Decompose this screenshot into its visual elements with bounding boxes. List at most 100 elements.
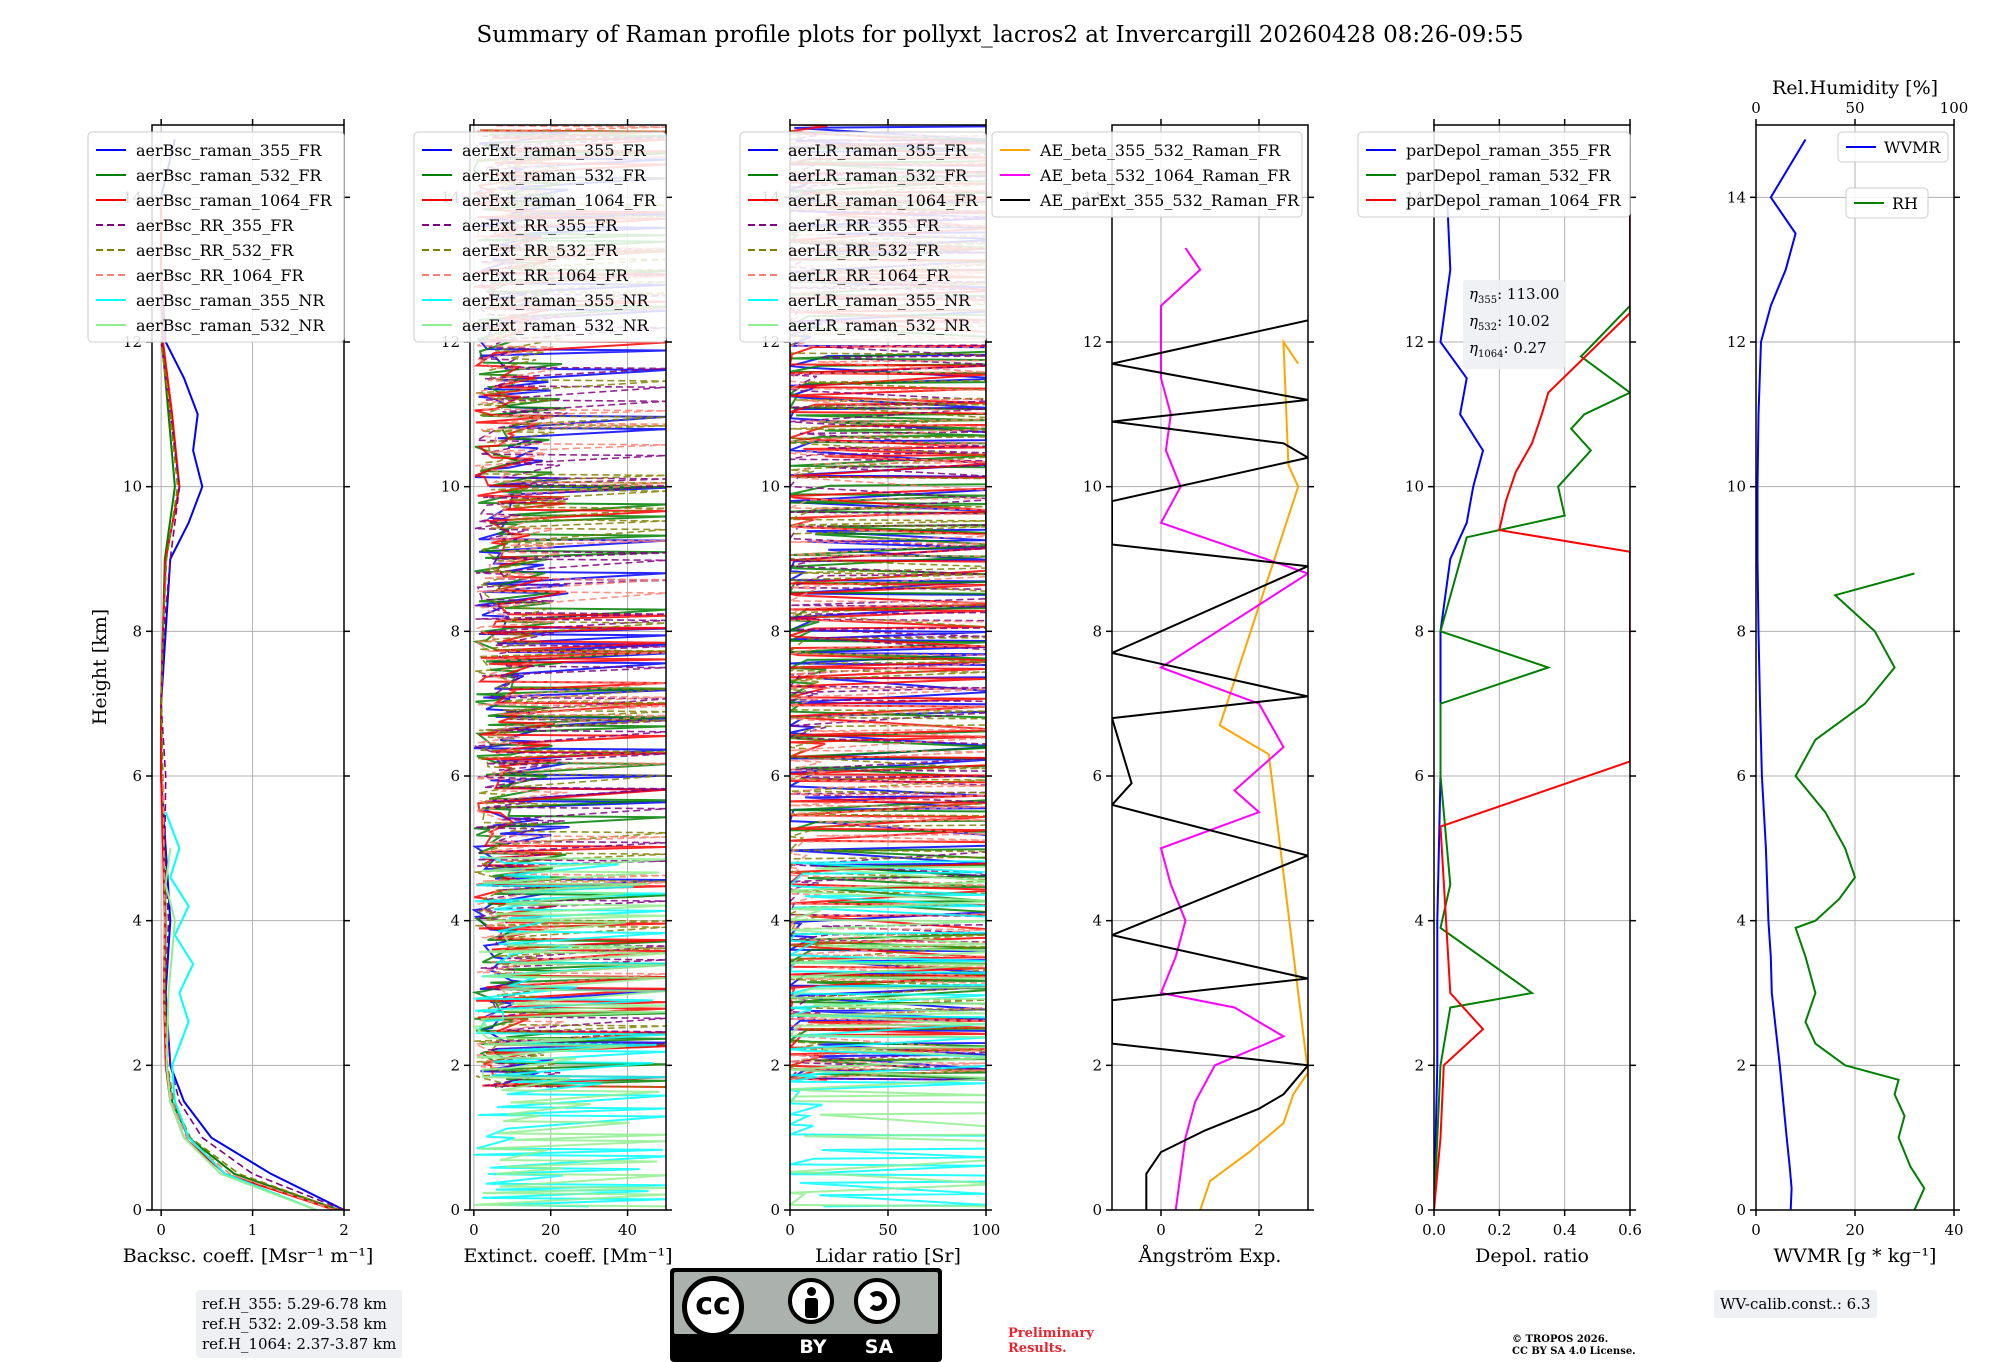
axes-frame: [151, 124, 345, 1211]
x-tick-label: 0.2: [1487, 1221, 1511, 1239]
legend-label-aerLR_raman_532_FR: aerLR_raman_532_FR: [788, 166, 968, 185]
y-tick-label: 6: [132, 767, 142, 785]
y-tick-label: 4: [1092, 912, 1102, 930]
x-tick-label: 100: [972, 1221, 1001, 1239]
y-tick-label: 8: [1736, 622, 1746, 640]
axes-frame: [789, 124, 987, 1211]
y-tick-label: 8: [1092, 622, 1102, 640]
eta-532-value: 10.02: [1506, 312, 1550, 330]
series-line-parDepol_raman_1064_FR: [1434, 146, 1630, 1210]
y-tick-label: 4: [1736, 912, 1746, 930]
x-axis-label: WVMR [g * kg⁻¹]: [1774, 1245, 1937, 1267]
y-tick-label: 12: [1405, 333, 1424, 351]
series-line-aerBsc_RR_355_FR: [160, 341, 344, 1210]
ref-height-532: ref.H_532: 2.09-3.58 km: [202, 1315, 387, 1333]
legend-layer: aerBsc_raman_355_FRaerBsc_raman_532_FRae…: [87, 131, 1949, 343]
cc-logo-text: cc: [695, 1287, 731, 1322]
legend-label-aerExt_RR_1064_FR: aerExt_RR_1064_FR: [462, 266, 629, 285]
y-tick-label: 12: [1083, 333, 1102, 351]
y-tick-label: 6: [1736, 767, 1746, 785]
y-tick-label: 0: [132, 1201, 142, 1219]
legend-label-aerBsc_raman_355_FR: aerBsc_raman_355_FR: [136, 141, 322, 160]
y-tick-label: 2: [770, 1056, 780, 1074]
figure-title: Summary of Raman profile plots for polly…: [476, 22, 1524, 48]
top-axis-label: Rel.Humidity [%]: [1772, 77, 1938, 99]
legend-box: [991, 131, 1303, 218]
frame-layer: 02468101214012Backsc. coeff. [Msr⁻¹ m⁻¹]…: [89, 77, 1968, 1267]
y-tick-label: 8: [1414, 622, 1424, 640]
y-tick-label: 6: [1414, 767, 1424, 785]
legend-label-aerExt_raman_1064_FR: aerExt_raman_1064_FR: [462, 191, 657, 210]
legend-label-aerBsc_RR_355_FR: aerBsc_RR_355_FR: [136, 216, 294, 235]
x-tick-label: 40: [1944, 1221, 1963, 1239]
legend-label-aerBsc_raman_532_FR: aerBsc_raman_532_FR: [136, 166, 322, 185]
y-tick-label: 6: [770, 767, 780, 785]
legend-label-aerBsc_raman_532_NR: aerBsc_raman_532_NR: [136, 316, 325, 335]
legend-box: [1837, 131, 1949, 163]
eta-532: η532: 10.02: [1469, 312, 1550, 333]
copyright-note: © TROPOS 2026. CC BY SA 4.0 License.: [1512, 1334, 1636, 1358]
legend-label-aerExt_raman_355_FR: aerExt_raman_355_FR: [462, 141, 647, 160]
series-line-parDepol_raman_532_FR: [1434, 305, 1630, 1210]
axes-frame: [469, 124, 667, 1211]
x-axis-label: Lidar ratio [Sr]: [815, 1245, 961, 1267]
y-tick-label: 10: [1727, 478, 1746, 496]
x-tick-label: 2: [339, 1221, 349, 1239]
x-tick-label: 0.4: [1553, 1221, 1577, 1239]
cc-license-badge: cc BY SA: [670, 1268, 942, 1362]
reference-height-box: ref.H_355: 5.29-6.78 km ref.H_532: 2.09-…: [196, 1290, 403, 1358]
legend-label-aerExt_RR_532_FR: aerExt_RR_532_FR: [462, 241, 619, 260]
legend-label-aerBsc_RR_1064_FR: aerBsc_RR_1064_FR: [136, 266, 305, 285]
y-tick-label: 6: [1092, 767, 1102, 785]
legend-label-parDepol_raman_355_FR: parDepol_raman_355_FR: [1406, 141, 1612, 160]
legend-box: [1357, 131, 1631, 218]
eta-355-value: 113.00: [1506, 285, 1560, 303]
axes-frame: [1433, 124, 1631, 1211]
y-tick-label: 0: [1736, 1201, 1746, 1219]
y-axis-label: Height [km]: [89, 609, 111, 725]
series-line-AE_parExt_355_532_Raman_FR: [1112, 319, 1308, 1210]
y-tick-label: 0: [1092, 1201, 1102, 1219]
y-tick-label: 10: [123, 478, 142, 496]
series-line-aerBsc_raman_355_NR: [164, 811, 317, 1210]
x-axis-label: Depol. ratio: [1475, 1245, 1589, 1267]
legend-box: [87, 131, 345, 343]
x-tick-label: 0: [1156, 1221, 1166, 1239]
y-tick-label: 4: [132, 912, 142, 930]
legend-label-aerLR_raman_1064_FR: aerLR_raman_1064_FR: [788, 191, 978, 210]
series-line-aerBsc_raman_355_FR: [160, 139, 344, 1210]
preliminary-note: Preliminary Results.: [1008, 1326, 1094, 1356]
legend-label-aerBsc_RR_532_FR: aerBsc_RR_532_FR: [136, 241, 294, 260]
y-tick-label: 2: [1414, 1056, 1424, 1074]
y-tick-label: 8: [132, 622, 142, 640]
attribution-person-icon: [788, 1278, 834, 1324]
series-line-aerBsc_raman_1064_FR: [160, 197, 336, 1210]
legend-label-parDepol_raman_1064_FR: parDepol_raman_1064_FR: [1406, 191, 1622, 210]
x-tick-label: 0: [785, 1221, 795, 1239]
series-line-aerBsc_raman_532_NR: [164, 848, 317, 1210]
preliminary-line-2: Results.: [1008, 1341, 1067, 1356]
series-line-aerBsc_raman_532_FR: [160, 197, 340, 1210]
y-tick-label: 8: [450, 622, 460, 640]
y-tick-label: 2: [1092, 1056, 1102, 1074]
x-tick-label: 50: [878, 1221, 897, 1239]
legend-box: [1845, 187, 1929, 219]
copyright-line-1: © TROPOS 2026.: [1512, 1334, 1609, 1345]
ref-height-1064: ref.H_1064: 2.37-3.87 km: [202, 1335, 397, 1353]
top-x-tick-label: 100: [1940, 99, 1969, 117]
series-line-aerLR_RR_1064_FR: [790, 133, 986, 1081]
legend-label-parDepol_raman_532_FR: parDepol_raman_532_FR: [1406, 166, 1612, 185]
y-tick-label: 10: [1083, 478, 1102, 496]
series-line-aerLR_RR_532_FR: [790, 130, 986, 1081]
panel-data-depolarization: [1434, 146, 1630, 1210]
copyright-line-2: CC BY SA 4.0 License.: [1512, 1346, 1636, 1357]
panel-data-backscatter: [160, 139, 344, 1210]
series-line-AE_beta_532_1064_Raman_FR: [1158, 247, 1308, 1210]
y-tick-label: 12: [1727, 333, 1746, 351]
x-tick-label: 40: [618, 1221, 637, 1239]
eta-1064-value: 0.27: [1513, 339, 1547, 357]
legend-label-aerLR_raman_532_NR: aerLR_raman_532_NR: [788, 316, 971, 335]
x-tick-label: 20: [541, 1221, 560, 1239]
wv-calibration-box: WV-calib.const.: 6.3: [1714, 1290, 1877, 1318]
y-tick-label: 0: [450, 1201, 460, 1219]
